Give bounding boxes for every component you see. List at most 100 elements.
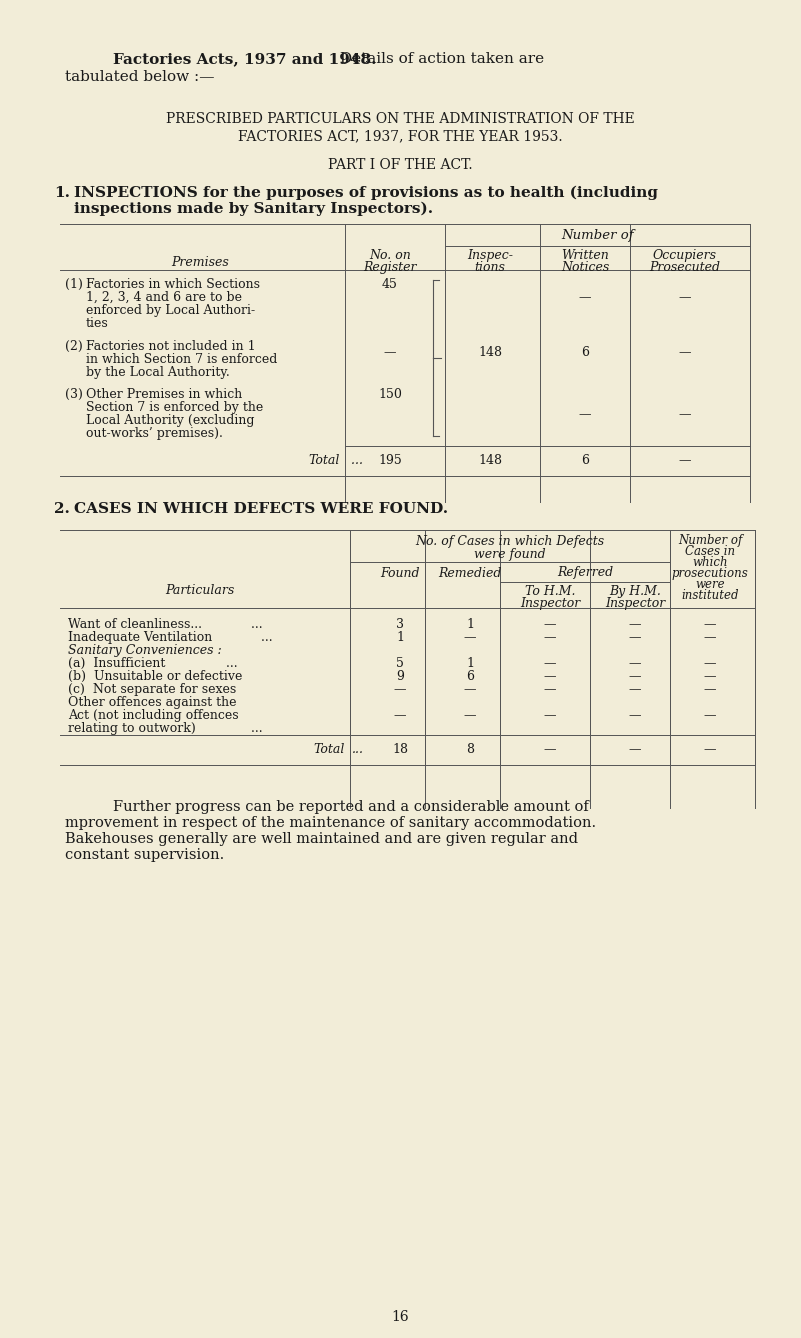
Text: ties: ties <box>86 317 109 330</box>
Text: Bakehouses generally are well maintained and are given regular and: Bakehouses generally are well maintained… <box>65 832 578 846</box>
Text: —: — <box>678 290 691 304</box>
Text: PART I OF THE ACT.: PART I OF THE ACT. <box>328 158 473 173</box>
Text: 148: 148 <box>478 454 502 467</box>
Text: Total: Total <box>314 743 345 756</box>
Text: —: — <box>704 682 716 696</box>
Text: Referred: Referred <box>557 566 613 579</box>
Text: —: — <box>394 709 406 723</box>
Text: —: — <box>704 632 716 644</box>
Text: —: — <box>629 743 642 756</box>
Text: (1): (1) <box>65 278 83 290</box>
Text: Remedied: Remedied <box>438 567 501 579</box>
Text: in which Section 7 is enforced: in which Section 7 is enforced <box>86 353 277 367</box>
Text: —: — <box>544 657 556 670</box>
Text: relating to outwork): relating to outwork) <box>68 723 195 735</box>
Text: (a)  Insufficient: (a) Insufficient <box>68 657 165 670</box>
Text: 2.: 2. <box>54 502 70 516</box>
Text: which: which <box>692 557 728 569</box>
Text: Notices: Notices <box>561 261 609 274</box>
Text: 195: 195 <box>378 454 402 467</box>
Text: Other Premises in which: Other Premises in which <box>86 388 242 401</box>
Text: —: — <box>394 682 406 696</box>
Text: —: — <box>678 347 691 359</box>
Text: 6: 6 <box>466 670 474 682</box>
Text: ...: ... <box>352 743 364 756</box>
Text: Want of cleanliness...: Want of cleanliness... <box>68 618 202 632</box>
Text: 1: 1 <box>396 632 404 644</box>
Text: —: — <box>704 618 716 632</box>
Text: Number of: Number of <box>678 534 743 547</box>
Text: —: — <box>678 408 691 421</box>
Text: —: — <box>704 670 716 682</box>
Text: mprovement in respect of the maintenance of sanitary accommodation.: mprovement in respect of the maintenance… <box>65 816 596 830</box>
Text: —: — <box>579 290 591 304</box>
Text: Particulars: Particulars <box>165 583 235 597</box>
Text: —: — <box>464 682 477 696</box>
Text: —: — <box>629 709 642 723</box>
Text: tions: tions <box>474 261 505 274</box>
Text: —: — <box>629 682 642 696</box>
Text: Written: Written <box>562 249 609 262</box>
Text: —: — <box>704 709 716 723</box>
Text: No. of Cases in which Defects: No. of Cases in which Defects <box>416 535 605 549</box>
Text: Found: Found <box>380 567 420 579</box>
Text: Local Authority (excluding: Local Authority (excluding <box>86 413 255 427</box>
Text: —: — <box>464 709 477 723</box>
Text: —: — <box>544 670 556 682</box>
Text: 18: 18 <box>392 743 408 756</box>
Text: —: — <box>544 682 556 696</box>
Text: 1: 1 <box>466 657 474 670</box>
Text: enforced by Local Authori-: enforced by Local Authori- <box>86 304 256 317</box>
Text: 8: 8 <box>466 743 474 756</box>
Text: —: — <box>629 657 642 670</box>
Text: —: — <box>678 454 691 467</box>
Text: out-works’ premises).: out-works’ premises). <box>86 427 223 440</box>
Text: Factories not included in 1: Factories not included in 1 <box>86 340 256 353</box>
Text: Factories Acts, 1937 and 1948.: Factories Acts, 1937 and 1948. <box>113 52 376 66</box>
Text: —: — <box>579 408 591 421</box>
Text: ...: ... <box>243 618 263 632</box>
Text: —: — <box>384 347 396 359</box>
Text: ...: ... <box>253 632 272 644</box>
Text: tabulated below :—: tabulated below :— <box>65 70 215 84</box>
Text: were found: were found <box>474 549 545 561</box>
Text: Details of action taken are: Details of action taken are <box>335 52 544 66</box>
Text: —: — <box>704 743 716 756</box>
Text: 5: 5 <box>396 657 404 670</box>
Text: 9: 9 <box>396 670 404 682</box>
Text: inspections made by Sanitary Inspectors).: inspections made by Sanitary Inspectors)… <box>74 202 433 217</box>
Text: —: — <box>629 618 642 632</box>
Text: (c)  Not separate for sexes: (c) Not separate for sexes <box>68 682 236 696</box>
Text: 1.: 1. <box>54 186 70 199</box>
Text: Sanitary Conveniences :: Sanitary Conveniences : <box>68 644 222 657</box>
Text: by the Local Authority.: by the Local Authority. <box>86 367 230 379</box>
Text: (3): (3) <box>65 388 83 401</box>
Text: 148: 148 <box>478 347 502 359</box>
Text: —: — <box>464 632 477 644</box>
Text: Further progress can be reported and a considerable amount of: Further progress can be reported and a c… <box>113 800 589 814</box>
Text: were: were <box>695 578 725 591</box>
Text: instituted: instituted <box>681 589 739 602</box>
Text: By H.M.: By H.M. <box>609 585 661 598</box>
Text: Prosecuted: Prosecuted <box>650 261 721 274</box>
Text: —: — <box>544 709 556 723</box>
Text: No. on: No. on <box>369 249 411 262</box>
Text: ...: ... <box>343 454 363 467</box>
Text: Inspector: Inspector <box>520 597 580 610</box>
Text: Inadequate Ventilation: Inadequate Ventilation <box>68 632 212 644</box>
Text: 150: 150 <box>378 388 402 401</box>
Text: 6: 6 <box>581 347 589 359</box>
Text: CASES IN WHICH DEFECTS WERE FOUND.: CASES IN WHICH DEFECTS WERE FOUND. <box>74 502 448 516</box>
Text: Inspec-: Inspec- <box>467 249 513 262</box>
Text: 45: 45 <box>382 278 398 290</box>
Text: Other offences against the: Other offences against the <box>68 696 236 709</box>
Text: (b)  Unsuitable or defective: (b) Unsuitable or defective <box>68 670 243 682</box>
Text: (2): (2) <box>65 340 83 353</box>
Text: 1: 1 <box>466 618 474 632</box>
Text: —: — <box>544 632 556 644</box>
Text: Occupiers: Occupiers <box>653 249 717 262</box>
Text: 1, 2, 3, 4 and 6 are to be: 1, 2, 3, 4 and 6 are to be <box>86 290 242 304</box>
Text: ...: ... <box>218 657 238 670</box>
Text: Section 7 is enforced by the: Section 7 is enforced by the <box>86 401 264 413</box>
Text: —: — <box>704 657 716 670</box>
